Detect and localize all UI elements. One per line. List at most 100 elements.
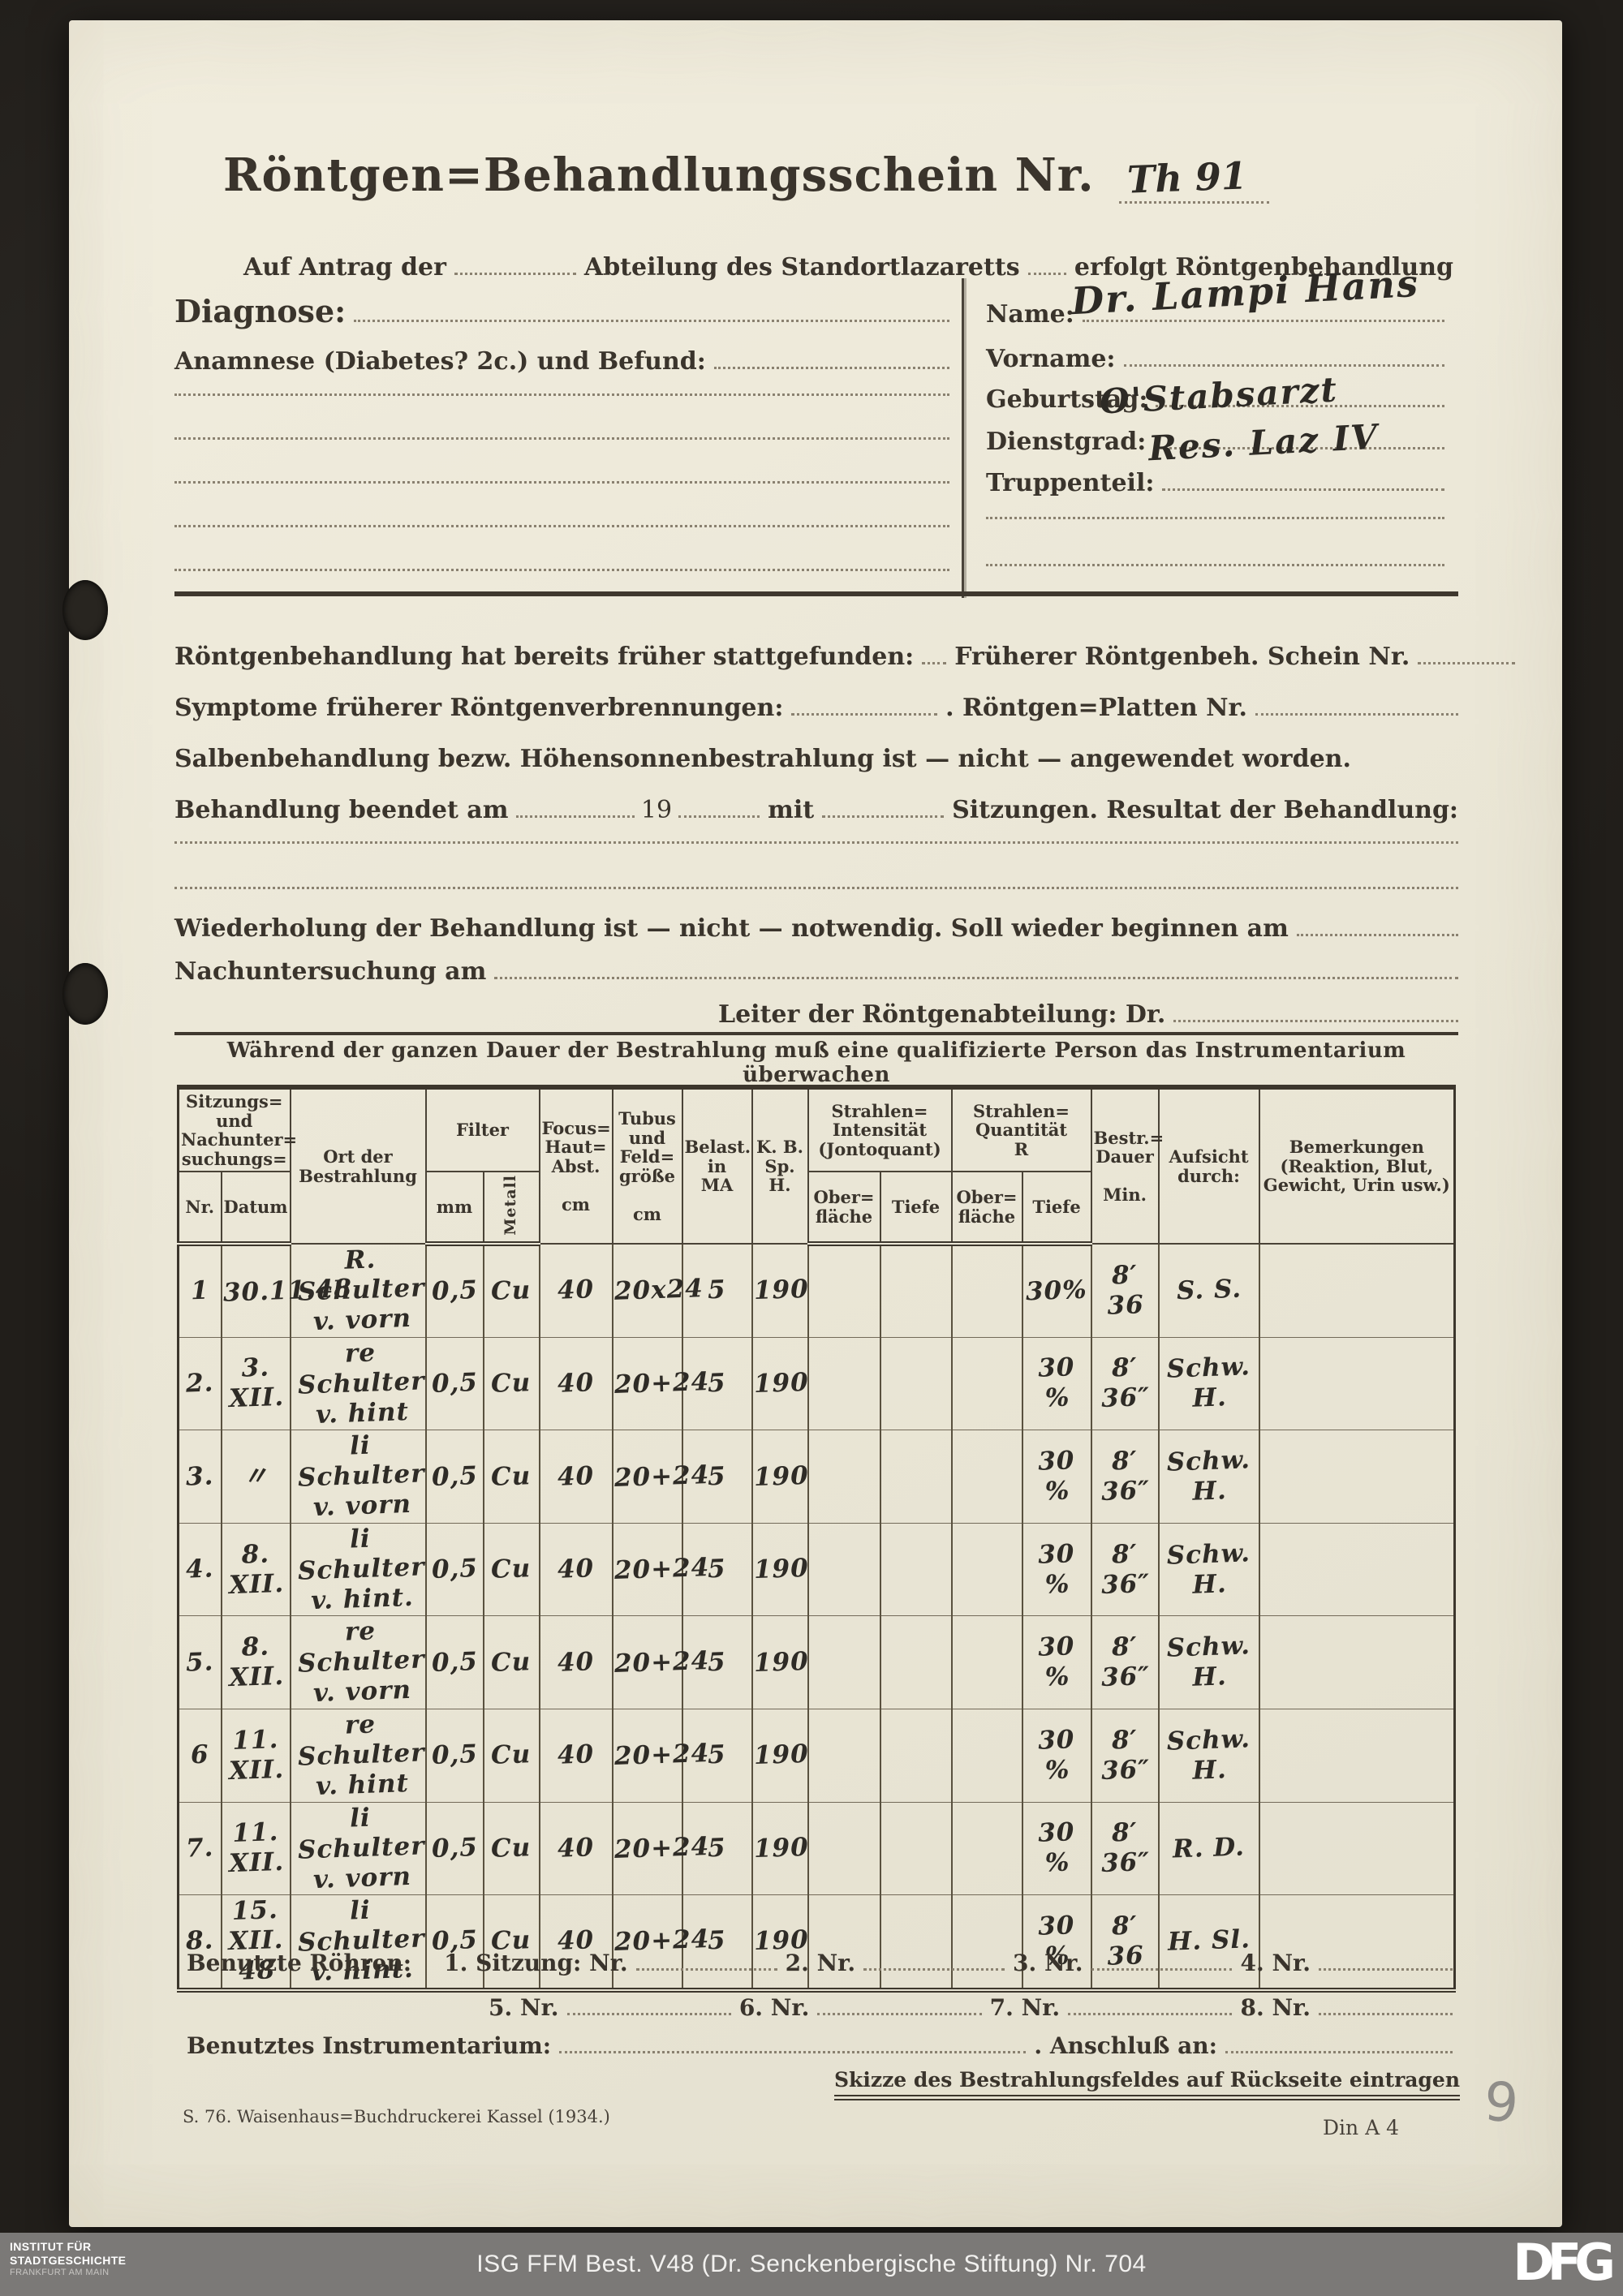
cell-kv: 190 [751,1801,809,1895]
history-4-a: Behandlung beendet am [174,796,509,824]
handwriting: 5 [707,1275,727,1305]
cell-metall: Cu [482,1522,540,1616]
handwriting: 20+24 [613,1553,710,1586]
treatment-table: Sitzungs= und Nachunter= suchungs= Ort d… [177,1085,1457,1993]
cell-ort: li Schulter v. vorn [289,1801,427,1895]
cell-si_ober [807,1709,881,1803]
truppenteil-handwriting: Res. Laz IV [1147,416,1380,469]
vorname-line: Vorname: [986,345,1444,373]
sketch-note: Skizze des Bestrahlungsfeldes auf Rückse… [834,2068,1460,2100]
cell-datum: 11. XII. [220,1709,291,1803]
cell-si_tiefe [879,1243,953,1338]
handwriting: li Schulter v. vorn [296,1803,425,1895]
col-sq-tiefe: Tiefe [1021,1171,1092,1247]
handwriting: re Schulter v. vorn [296,1616,425,1709]
tube-3-label: 3. Nr. [1013,1950,1083,1976]
certificate-number-handwriting: Th 91 [1126,153,1248,202]
handwriting: 5 [707,1461,727,1491]
cell-datum: 8. XII. [220,1522,291,1616]
blank-field [791,713,938,716]
cell-bemerkungen [1258,1709,1456,1803]
handwriting: 30 % [1037,1446,1075,1507]
tube-1-label: 1. Sitzung: Nr. [444,1950,628,1976]
handwriting: 40 [557,1554,595,1584]
pencil-page-number-handwriting: 9 [1482,2070,1521,2135]
cell-belast: 5 [681,1801,753,1895]
handwriting: 40 [557,1739,595,1771]
cell-sq_ober [950,1243,1023,1338]
cell-belast: 5 [681,1336,753,1430]
handwriting: 4. [185,1554,215,1584]
handwriting: R. Schulter v. vorn [296,1245,425,1337]
blank-field [922,662,947,664]
handwriting: 190 [752,1460,809,1492]
cell-sq_ober [950,1894,1023,1993]
cell-sq_ober [950,1709,1023,1803]
handwriting: R. D. [1172,1832,1246,1864]
tube-2-label: 2. Nr. [785,1950,856,1976]
handwriting: 190 [752,1739,809,1771]
cell-ort: li Schulter v. vorn [289,1430,427,1524]
blank-field [174,569,949,571]
cell-si_tiefe [879,1430,953,1524]
isg-logo-line3: FRANKFURT AM MAIN [10,2267,110,2277]
cell-kv: 190 [751,1243,809,1338]
table-header-row-2: Nr. Datum mm Metall Ober= fläche Tiefe O… [177,1171,1455,1247]
cell-kv: 190 [751,1894,809,1993]
handwriting: 1 [190,1276,210,1306]
vorname-field [1123,364,1444,367]
cell-focus: 40 [538,1430,613,1524]
cell-datum: 〃 [220,1430,291,1524]
col-intensity: Strahlen= Intensität (Jontoquant) [807,1086,953,1173]
cell-si_tiefe [879,1522,953,1616]
cell-mm: 0,5 [424,1430,484,1524]
cell-kv: 190 [751,1709,809,1803]
tube-4-label: 4. Nr. [1240,1950,1311,1976]
treatment-row: 4. 8. XII. li Schulter v. hint. 0,5 Cu 40 20+2… [177,1522,1456,1616]
blank-field [174,525,949,527]
cell-bemerkungen [1258,1894,1456,1993]
handwriting: 5 [707,1368,727,1399]
cell-datum: 3. XII. [220,1336,291,1430]
cell-sq_ober [950,1522,1023,1616]
history-4-c: mit [768,796,815,824]
cell-tubus: 20x24 [611,1243,704,1338]
name-label: Name: [986,300,1074,329]
history-line-1: Röntgenbehandlung hat bereits früher sta… [174,643,1516,671]
cell-focus: 40 [538,1615,613,1709]
col-mm: mm [424,1171,484,1247]
cell-metall: Cu [482,1894,540,1993]
col-bemerkungen: Bemerkungen (Reaktion, Blut, Gewicht, Ur… [1258,1086,1456,1245]
blank-line [986,564,1444,566]
handwriting: 190 [752,1646,809,1678]
history-line-3: Salbenbehandlung bezw. Höhensonnenbestra… [174,745,1458,773]
col-datum: Datum [220,1171,291,1247]
cell-mm: 0,5 [424,1615,484,1709]
col-si-oberflaeche: Ober= fläche [807,1171,881,1247]
handwriting: 6 [190,1739,210,1770]
dienstgrad-handwriting: O'Stabsarzt [1098,369,1340,422]
cell-si_tiefe [879,1801,953,1895]
punch-hole-icon [62,963,108,1025]
cell-kv: 190 [751,1615,809,1709]
cell-bemerkungen [1258,1430,1456,1524]
handwriting: 8′ 36 [1106,1260,1144,1321]
handwriting: 30 % [1037,1538,1075,1600]
history-3-text: Salbenbehandlung bezw. Höhensonnenbestra… [174,745,1351,773]
handwriting: 20+24 [613,1739,710,1772]
handwriting: Cu [490,1739,532,1771]
page-title: Röntgen=Behandlungsschein Nr. [223,148,1095,202]
handwriting: 30 % [1037,1352,1075,1414]
cell-ort: re Schulter v. hint [289,1709,427,1803]
cell-dauer: 8′ 36″ [1090,1801,1160,1895]
cell-nr: 5. [177,1615,222,1709]
blank-line [986,517,1444,519]
col-metall: Metall [482,1171,540,1247]
cell-dauer: 8′ 36″ [1090,1615,1160,1709]
blank-field [174,393,949,396]
history-5-text: Wiederholung der Behandlung ist — nicht … [174,914,1289,943]
handwriting: 0,5 [430,1739,479,1771]
cell-mm: 0,5 [424,1336,484,1430]
table-header-row-1: Sitzungs= und Nachunter= suchungs= Ort d… [177,1086,1456,1245]
